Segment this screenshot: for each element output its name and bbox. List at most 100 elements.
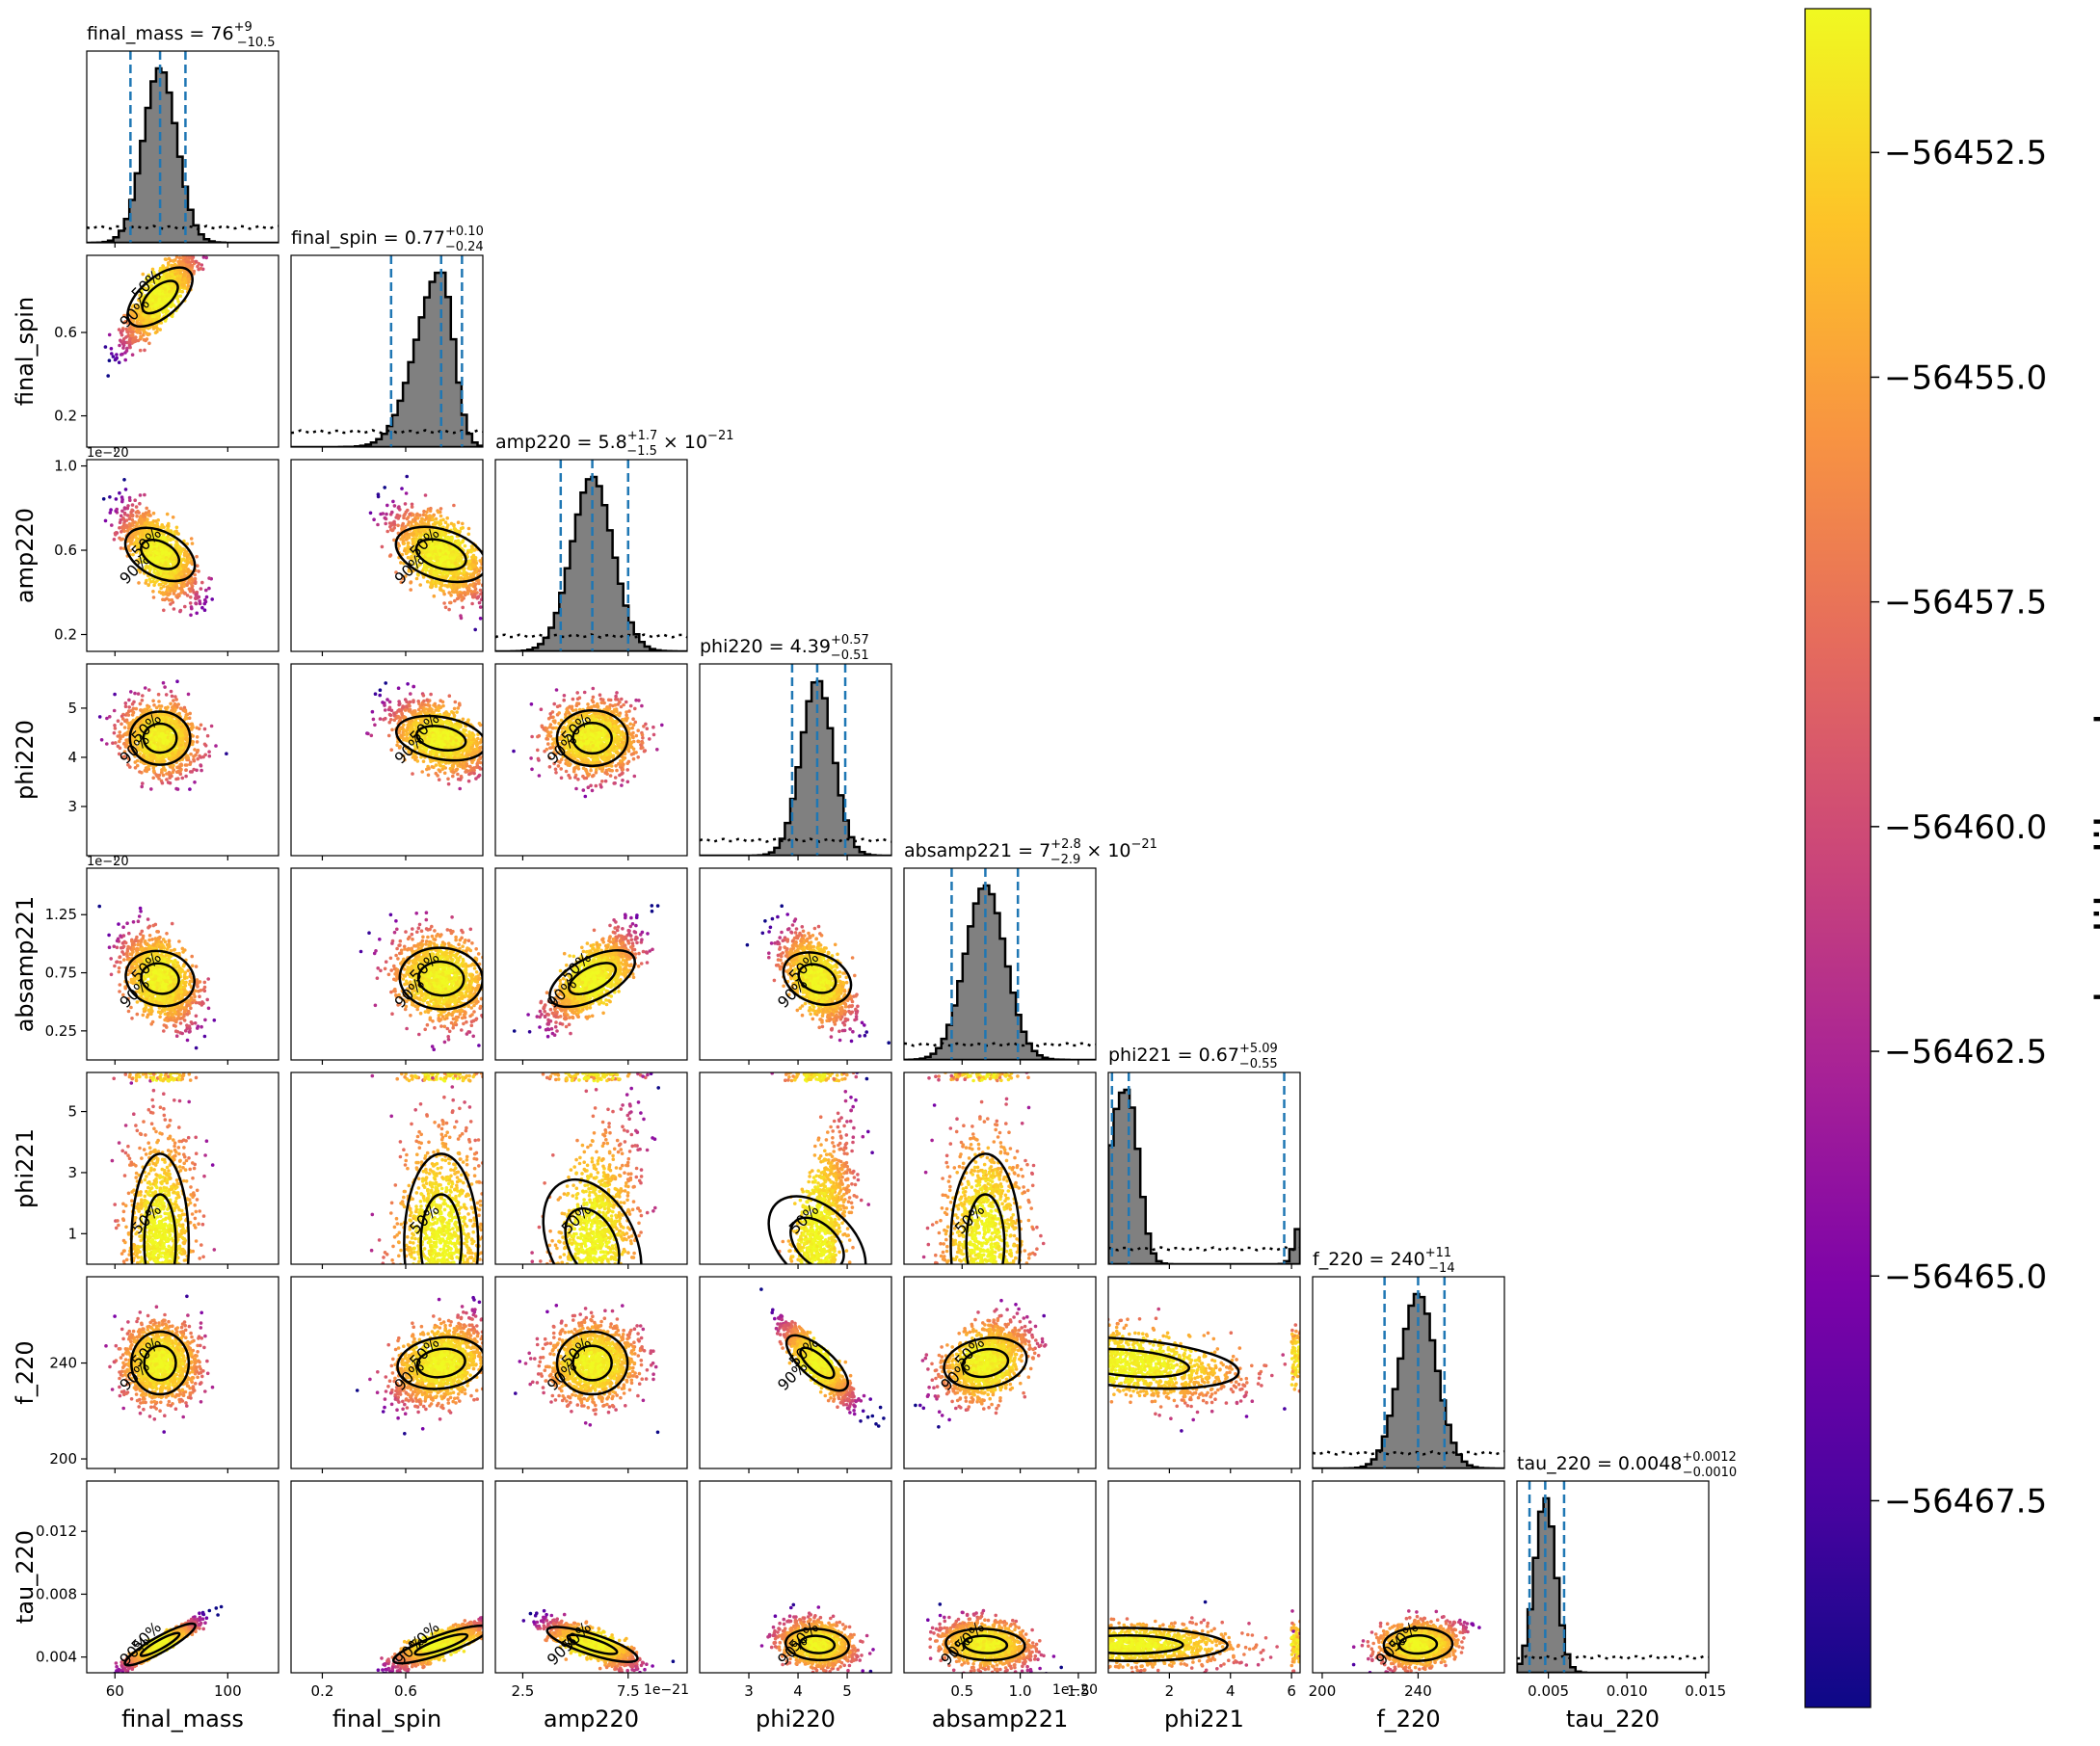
sample-point [124, 335, 128, 339]
sample-point [139, 335, 143, 339]
sample-point [160, 303, 164, 306]
y-axis-label-final_spin: final_spin [12, 297, 39, 406]
sample-point [199, 587, 203, 591]
sample-point [456, 591, 460, 595]
sample-point [166, 513, 170, 516]
sample-point [160, 523, 164, 527]
sample-point [478, 601, 482, 605]
sample-point [451, 553, 455, 557]
sample-point [403, 549, 407, 553]
sample-point [147, 342, 151, 346]
sample-point [479, 593, 483, 596]
histogram-bars-final_spin [291, 273, 483, 447]
scatter-final_spin-vs-amp220: 50%90% [291, 460, 507, 656]
sample-point [183, 277, 187, 280]
sample-point [424, 493, 428, 497]
sample-point [197, 249, 200, 252]
sample-point [176, 576, 180, 580]
sample-point [369, 512, 373, 516]
sample-point [183, 249, 187, 252]
sample-point [189, 601, 193, 605]
sample-point [187, 284, 191, 288]
sample-point [208, 232, 212, 236]
sample-point [131, 702, 135, 706]
y-tick-label: 1.0 [54, 458, 77, 475]
sample-point [173, 250, 177, 253]
sample-point [462, 539, 465, 542]
sample-point [160, 547, 164, 551]
sample-point [402, 515, 406, 518]
sample-point [472, 572, 476, 576]
sample-point [120, 353, 124, 357]
sample-point [473, 628, 477, 632]
sample-point [187, 251, 191, 255]
sample-point [128, 523, 132, 527]
sample-point [194, 594, 198, 597]
sample-point [470, 546, 474, 550]
sample-point [428, 514, 432, 517]
sample-point [163, 574, 167, 578]
sample-point [489, 596, 492, 600]
sample-point [487, 609, 491, 613]
sample-point [448, 544, 452, 548]
sample-point [168, 290, 172, 294]
sample-point [444, 520, 448, 524]
sample-point [135, 505, 139, 509]
sample-point [473, 585, 477, 589]
sample-point [131, 353, 135, 357]
sample-point [465, 584, 468, 588]
sample-point [442, 593, 446, 596]
sample-point [397, 506, 401, 510]
sample-point [190, 537, 194, 541]
sample-point [205, 595, 209, 599]
sample-point [413, 518, 417, 522]
sample-point [434, 550, 438, 554]
sample-point [166, 593, 170, 596]
sample-point [434, 520, 438, 524]
sample-point [467, 560, 471, 564]
sample-point [155, 318, 159, 322]
sample-point [184, 775, 188, 779]
sample-point [466, 591, 470, 595]
sample-point [118, 328, 121, 331]
sample-point [468, 567, 472, 570]
sample-point [154, 298, 158, 302]
y-offset-label: 1e−20 [87, 446, 129, 461]
sample-point [199, 247, 202, 251]
sample-point [454, 562, 458, 566]
sample-point [486, 551, 490, 555]
sample-point [497, 595, 501, 599]
sample-point [426, 580, 430, 584]
sample-point [125, 349, 129, 353]
sample-point [441, 565, 445, 569]
sample-point [130, 334, 134, 338]
sample-point [124, 701, 128, 705]
sample-point [177, 547, 181, 551]
sample-point [440, 584, 444, 588]
sample-point [467, 527, 471, 531]
sample-point [439, 562, 442, 566]
sample-point [385, 504, 389, 508]
sample-point [141, 781, 145, 785]
sample-point [457, 520, 461, 524]
sample-point [168, 587, 172, 591]
sample-point [118, 491, 121, 495]
histogram-bars-final_mass [87, 68, 279, 243]
sample-point [114, 727, 118, 730]
sample-point [113, 693, 117, 697]
sample-point [477, 581, 481, 585]
sample-point [176, 271, 180, 275]
sample-point [464, 544, 467, 548]
sample-point [503, 569, 507, 572]
sample-point [479, 589, 483, 593]
sample-point [137, 692, 141, 696]
sample-point [165, 275, 169, 278]
sample-point [385, 513, 388, 516]
sample-point [139, 349, 143, 353]
sample-point [501, 590, 505, 594]
sample-point [408, 513, 412, 516]
sample-point [401, 522, 405, 526]
sample-point [164, 257, 168, 261]
